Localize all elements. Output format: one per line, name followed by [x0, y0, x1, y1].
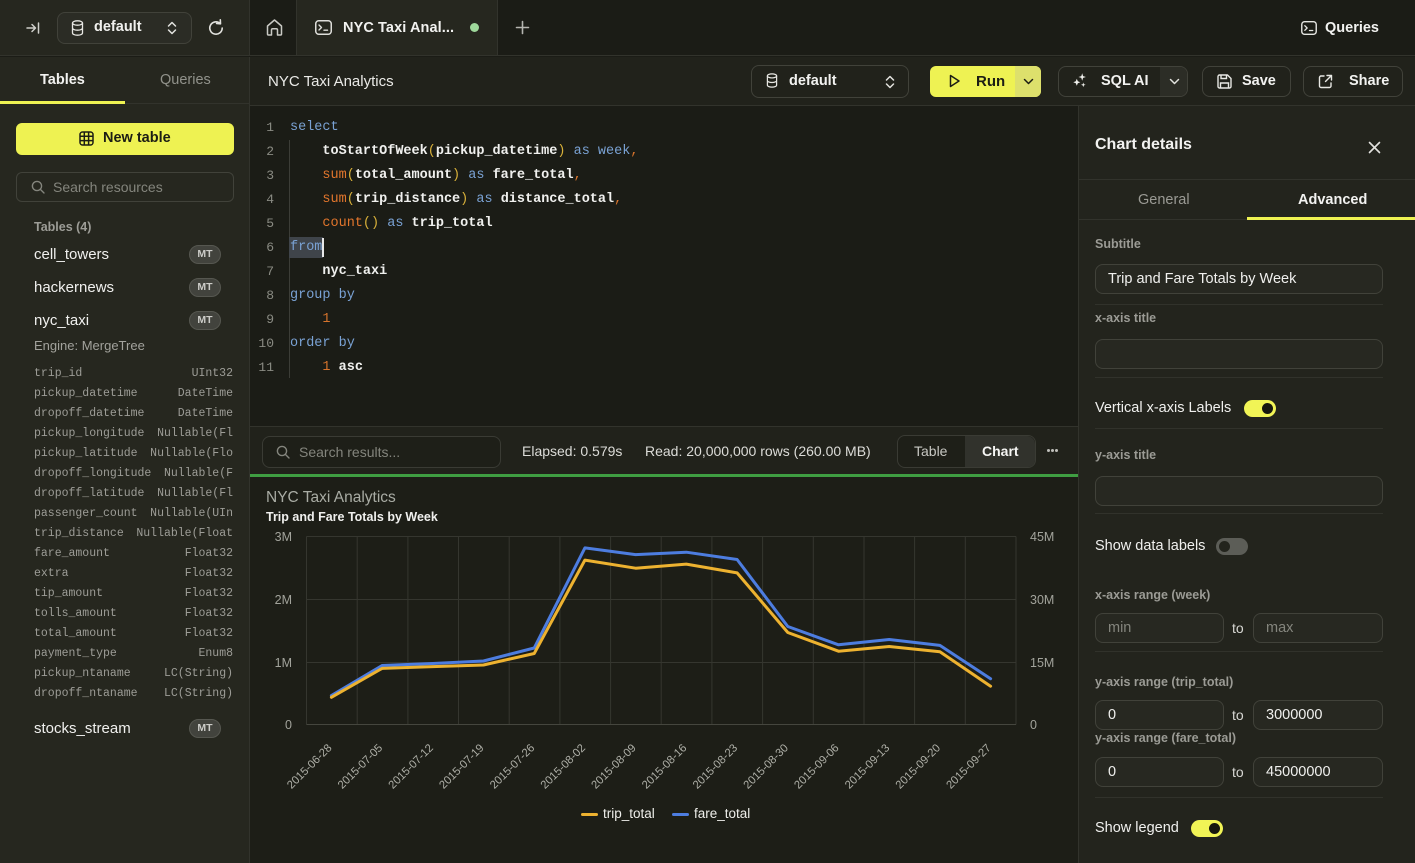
svg-text:2015-08-30: 2015-08-30 [742, 742, 791, 791]
svg-text:2015-06-28: 2015-06-28 [285, 742, 334, 791]
svg-text:2015-08-23: 2015-08-23 [691, 742, 740, 791]
svg-text:2015-09-27: 2015-09-27 [944, 742, 993, 791]
svg-text:2015-09-13: 2015-09-13 [843, 742, 892, 791]
svg-text:3M: 3M [275, 530, 292, 544]
svg-text:2M: 2M [275, 593, 292, 607]
svg-text:45M: 45M [1030, 530, 1054, 544]
svg-text:0: 0 [285, 718, 292, 732]
svg-text:0: 0 [1030, 718, 1037, 732]
svg-text:2015-08-09: 2015-08-09 [589, 742, 638, 791]
svg-text:2015-07-26: 2015-07-26 [488, 742, 537, 791]
svg-text:30M: 30M [1030, 593, 1054, 607]
svg-text:2015-07-12: 2015-07-12 [387, 742, 436, 791]
svg-text:2015-07-05: 2015-07-05 [336, 742, 385, 791]
svg-text:2015-07-19: 2015-07-19 [437, 742, 486, 791]
svg-text:1M: 1M [275, 656, 292, 670]
svg-text:2015-09-20: 2015-09-20 [894, 742, 943, 791]
svg-text:2015-08-16: 2015-08-16 [640, 742, 689, 791]
svg-text:2015-08-02: 2015-08-02 [539, 742, 588, 791]
svg-text:15M: 15M [1030, 656, 1054, 670]
svg-text:2015-09-06: 2015-09-06 [792, 742, 841, 791]
